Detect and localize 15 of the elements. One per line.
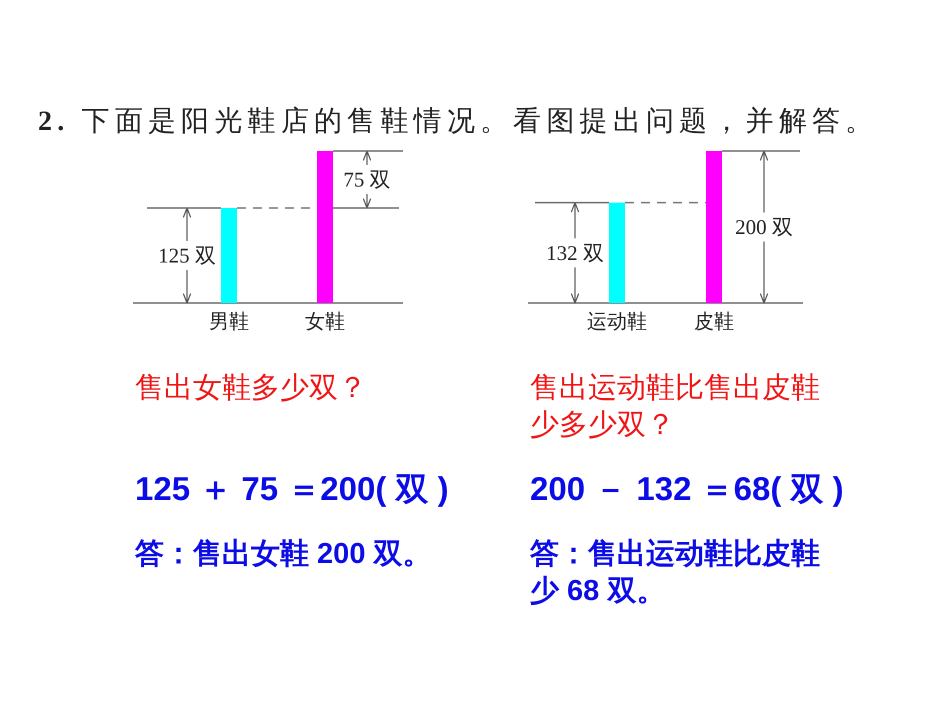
- annotation: 200 双: [735, 215, 793, 239]
- chart-title: 2. 下面是阳光鞋店的售鞋情况。看图提出问题，并解答。: [38, 106, 878, 137]
- x-tick-label: 运动鞋: [587, 311, 647, 333]
- annotation: 132 双: [546, 240, 604, 265]
- text: 售出运动鞋比售出皮鞋少多少双？: [530, 372, 820, 441]
- annotation: 75 双: [343, 168, 391, 192]
- text: 答：售出运动鞋比皮鞋少 68 双。: [529, 538, 820, 607]
- x-tick-label: 男鞋: [209, 311, 249, 333]
- annotation: 125 双: [158, 244, 216, 268]
- x-tick-label: 皮鞋: [694, 311, 734, 333]
- text: 125 ＋ 75 ＝200( 双 ): [135, 470, 449, 507]
- text: 200 － 132 ＝68( 双 ): [530, 470, 844, 507]
- text: 答：售出女鞋 200 双。: [134, 538, 432, 570]
- text: 售出女鞋多少双？: [135, 372, 367, 404]
- x-tick-label: 女鞋: [305, 311, 345, 333]
